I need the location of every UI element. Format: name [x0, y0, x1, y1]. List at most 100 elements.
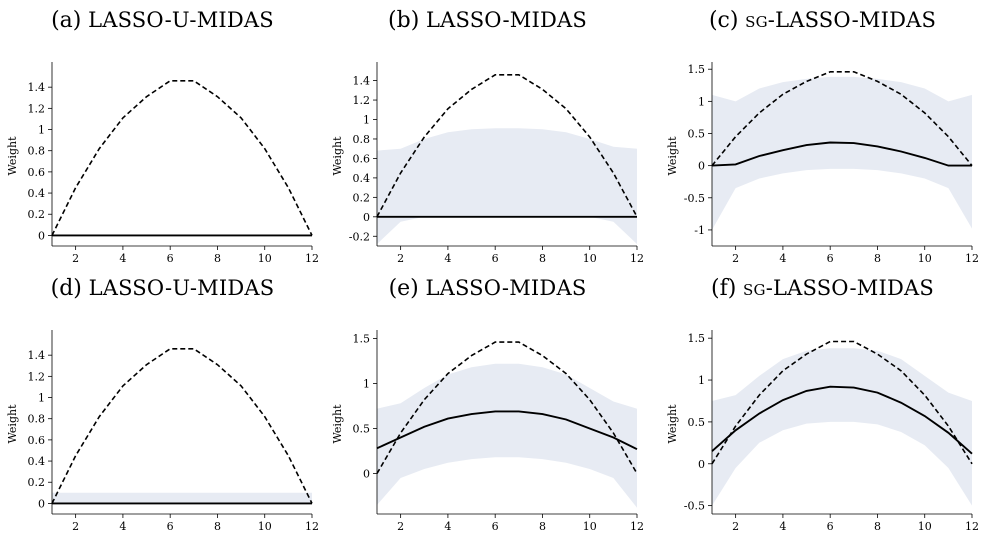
x-tick-label: 4 — [119, 252, 126, 265]
chart-svg: -0.5 0 0.5 1 1.5 2 4 6 8 10 12 Weight — [660, 268, 985, 536]
confidence-band — [377, 364, 637, 508]
y-tick-label: 1.5 — [688, 63, 706, 76]
y-tick-label: 0 — [698, 458, 705, 471]
x-tick-label: 2 — [732, 520, 739, 533]
x-tick-label: 6 — [167, 520, 174, 533]
panel-d: (d) LASSO-U-MIDAS 00.20.40.60.811.21.424… — [0, 268, 325, 536]
x-tick-label: 10 — [918, 520, 932, 533]
chart-svg: -1 -0.5 0 0.5 1 1.5 2 4 6 8 10 12 Weight — [660, 0, 985, 268]
x-tick-label: 4 — [779, 252, 786, 265]
y-tick-label: 1.4 — [353, 75, 371, 88]
x-tick-label: 10 — [918, 252, 932, 265]
x-tick-label: 6 — [827, 252, 834, 265]
y-tick-label: 0.5 — [688, 128, 706, 141]
x-tick-label: 12 — [305, 252, 319, 265]
chart-svg: -0.2 0 0.2 0.4 0.6 0.8 1 1.2 1.4 2 4 6 8 10 12 Weight — [325, 0, 650, 268]
panel-f: (f) sg-LASSO-MIDAS -0.500.511.524681012W… — [660, 268, 985, 536]
y-tick-label: 0.5 — [353, 423, 371, 436]
x-tick-label: 2 — [397, 252, 404, 265]
y-axis-label: Weight — [331, 136, 344, 176]
y-tick-label: 1.2 — [353, 94, 371, 107]
x-tick-label: 10 — [258, 520, 272, 533]
y-tick-label: 0 — [363, 468, 370, 481]
y-axis-label: Weight — [666, 136, 679, 176]
x-tick-label: 4 — [779, 520, 786, 533]
x-tick-label: 10 — [583, 252, 597, 265]
y-tick-label: 1.5 — [688, 332, 706, 345]
y-tick-label: 0.8 — [28, 413, 46, 426]
panel-a: (a) LASSO-U-MIDAS 00.20.40.60.811.21.424… — [0, 0, 325, 268]
x-tick-label: 8 — [214, 252, 221, 265]
y-tick-label: 1 — [363, 114, 370, 127]
y-tick-label: 0.4 — [28, 455, 46, 468]
y-tick-label: 0.6 — [353, 152, 371, 165]
x-tick-label: 8 — [874, 520, 881, 533]
y-tick-label: 0.6 — [28, 166, 46, 179]
x-tick-label: 12 — [305, 520, 319, 533]
y-axis-label: Weight — [666, 404, 679, 444]
y-tick-label: 1 — [698, 95, 705, 108]
panel-b: (b) LASSO-MIDAS -0.200.20.40.60.811.21.4… — [325, 0, 650, 268]
y-tick-label: 0.8 — [28, 145, 46, 158]
y-tick-label: 0 — [38, 229, 45, 242]
x-tick-label: 10 — [583, 520, 597, 533]
confidence-band — [52, 493, 312, 504]
y-axis-label: Weight — [6, 404, 19, 444]
y-tick-label: 0.5 — [688, 416, 706, 429]
y-axis-label: Weight — [6, 136, 19, 176]
y-tick-label: 0.2 — [28, 476, 46, 489]
panel-e: (e) LASSO-MIDAS 00.511.524681012Weight — [325, 268, 650, 536]
x-tick-label: 8 — [539, 252, 546, 265]
y-tick-label: 1 — [363, 378, 370, 391]
y-tick-label: 1 — [38, 124, 45, 137]
x-tick-label: 12 — [965, 520, 979, 533]
panel-c: (c) sg-LASSO-MIDAS -1-0.500.511.52468101… — [660, 0, 985, 268]
x-tick-label: 2 — [397, 520, 404, 533]
true-weight-line — [52, 81, 312, 236]
x-tick-label: 6 — [827, 520, 834, 533]
x-tick-label: 8 — [874, 252, 881, 265]
x-tick-label: 4 — [444, 252, 451, 265]
x-tick-label: 8 — [539, 520, 546, 533]
x-tick-label: 8 — [214, 520, 221, 533]
x-tick-label: 10 — [258, 252, 272, 265]
y-tick-label: 1 — [38, 392, 45, 405]
y-tick-label: 0 — [698, 160, 705, 173]
x-tick-label: 12 — [965, 252, 979, 265]
y-axis-label: Weight — [331, 404, 344, 444]
y-tick-label: 1.2 — [28, 370, 46, 383]
y-tick-label: -1 — [694, 224, 705, 237]
y-tick-label: -0.2 — [349, 230, 370, 243]
y-tick-label: 0.6 — [28, 434, 46, 447]
y-tick-label: 0.4 — [353, 172, 371, 185]
y-tick-label: 1.4 — [28, 349, 46, 362]
y-tick-label: 1.4 — [28, 81, 46, 94]
chart-svg: 0 0.5 1 1.5 2 4 6 8 10 12 Weight — [325, 268, 650, 536]
y-tick-label: 1 — [698, 374, 705, 387]
x-tick-label: 6 — [492, 520, 499, 533]
x-tick-label: 12 — [630, 252, 644, 265]
confidence-band — [712, 348, 972, 505]
x-tick-label: 6 — [492, 252, 499, 265]
chart-svg: 0 0.2 0.4 0.6 0.8 1 1.2 1.4 2 4 6 8 10 12 Weight — [0, 268, 325, 536]
x-tick-label: 4 — [444, 520, 451, 533]
x-tick-label: 2 — [72, 520, 79, 533]
y-tick-label: 1.2 — [28, 102, 46, 115]
y-tick-label: 0.4 — [28, 187, 46, 200]
y-tick-label: 0 — [38, 497, 45, 510]
confidence-band — [712, 77, 972, 230]
x-tick-label: 12 — [630, 520, 644, 533]
y-tick-label: 1.5 — [353, 333, 371, 346]
x-tick-label: 4 — [119, 520, 126, 533]
confidence-band — [377, 128, 637, 244]
y-tick-label: 0 — [363, 211, 370, 224]
y-tick-label: -0.5 — [684, 500, 705, 513]
y-tick-label: 0.8 — [353, 133, 371, 146]
y-tick-label: 0.2 — [353, 191, 371, 204]
x-tick-label: 2 — [732, 252, 739, 265]
x-tick-label: 2 — [72, 252, 79, 265]
x-tick-label: 6 — [167, 252, 174, 265]
chart-svg: 00.20.40.60.811.21.424681012Weight — [0, 0, 325, 268]
true-weight-line — [52, 349, 312, 504]
y-tick-label: -0.5 — [684, 192, 705, 205]
